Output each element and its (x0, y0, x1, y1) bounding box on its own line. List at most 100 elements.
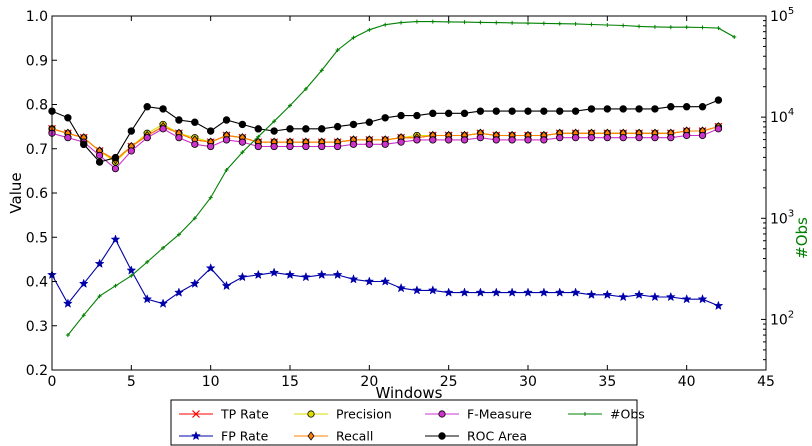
y2-axis-title: #Obs (793, 217, 811, 259)
legend-item-recall: Recall (294, 429, 373, 444)
data-point-f-measure (207, 142, 215, 151)
data-point-obs (65, 333, 70, 338)
data-point-f-measure (333, 142, 342, 151)
data-point-obs (621, 23, 626, 28)
data-point-fp-rate (205, 262, 216, 273)
data-point-roc-area (619, 105, 627, 113)
legend-label: Recall (336, 429, 373, 444)
data-point-obs (462, 20, 467, 25)
data-point-roc-area (508, 107, 516, 115)
x-tick-label: 10 (202, 374, 220, 390)
data-point-f-measure (175, 134, 183, 142)
data-point-f-measure (286, 142, 294, 151)
data-point-obs (573, 21, 578, 26)
data-point-f-measure (64, 134, 72, 142)
x-tick-label: 15 (281, 374, 299, 390)
data-point-fp-rate (665, 291, 676, 302)
data-point-fp-rate (507, 287, 518, 297)
data-point-roc-area (444, 109, 453, 118)
legend-label: FP Rate (221, 429, 269, 444)
legend: TP Rate FP Rate Precision Recall F-Measure RO… (170, 399, 645, 446)
data-point-f-measure (429, 136, 437, 144)
data-point-roc-area (318, 125, 326, 133)
data-point-roc-area (667, 103, 675, 111)
data-point-obs (526, 21, 530, 26)
data-point-fp-rate (538, 287, 549, 297)
data-point-fp-rate (650, 291, 660, 302)
data-point-fp-rate (491, 287, 502, 297)
legend-marker (438, 410, 446, 418)
y2-tick-label: 102 (770, 309, 794, 328)
legend-label: F-Measure (467, 407, 532, 422)
y2-tick-label: 103 (770, 208, 794, 227)
data-point-fp-rate (396, 282, 406, 293)
data-point-roc-area (80, 140, 88, 149)
data-point-roc-area (143, 103, 151, 111)
data-point-roc-area (556, 107, 564, 115)
x-tick-label: 5 (127, 374, 136, 390)
data-point-roc-area (64, 114, 72, 122)
data-point-obs (97, 294, 102, 299)
data-point-obs (700, 25, 705, 30)
data-point-fp-rate (713, 300, 724, 311)
data-point-obs (192, 216, 197, 221)
x-tick-label: 30 (519, 374, 537, 390)
x-tick-label: 0 (48, 374, 57, 390)
legend-item-tp-rate: TP Rate (179, 407, 269, 422)
data-point-roc-area (524, 107, 532, 115)
y2-tick-label: 105 (770, 6, 794, 25)
data-point-obs (605, 22, 610, 27)
data-point-obs (732, 34, 737, 39)
data-point-roc-area (254, 125, 262, 133)
y-tick-label: 0.3 (26, 319, 48, 335)
data-point-roc-area (333, 122, 342, 131)
legend-label: TP Rate (220, 407, 269, 422)
data-point-obs (303, 86, 308, 91)
legend-items: TP Rate FP Rate Precision Recall F-Measure RO… (179, 407, 645, 444)
data-point-f-measure (127, 147, 135, 155)
data-point-roc-area (714, 96, 723, 104)
data-point-obs (272, 119, 277, 124)
data-point-fp-rate (380, 276, 391, 286)
data-point-obs (541, 21, 546, 26)
data-point-fp-rate (427, 285, 438, 295)
data-point-obs (668, 25, 673, 30)
data-point-fp-rate (269, 267, 280, 277)
data-point-f-measure (254, 142, 262, 151)
data-point-roc-area (381, 114, 389, 122)
data-point-roc-area (460, 109, 469, 118)
data-point-fp-rate (618, 291, 629, 302)
data-point-fp-rate (237, 271, 248, 282)
plot-frame (51, 15, 767, 371)
legend-marker (191, 430, 201, 441)
series-layer (47, 19, 737, 338)
data-point-f-measure (667, 134, 675, 142)
data-point-fp-rate (586, 289, 597, 299)
legend-marker (307, 410, 315, 418)
data-point-roc-area (270, 127, 278, 135)
data-point-obs (240, 150, 245, 155)
legend-item-obs: #Obs (568, 407, 645, 422)
data-point-f-measure (524, 136, 532, 144)
data-point-obs (335, 48, 340, 53)
data-point-fp-rate (570, 287, 581, 297)
data-point-fp-rate (142, 293, 153, 304)
data-point-f-measure (143, 134, 151, 142)
data-point-f-measure (619, 134, 627, 142)
axes-layer: 0 5 10 15 20 25 30 35 40 45 0.2 0.3 0.4 0.5 0.6 0.7 0.8 0… (26, 6, 794, 390)
data-point-obs (176, 232, 181, 237)
data-point-fp-rate (602, 289, 613, 299)
data-point-roc-area (635, 105, 643, 113)
data-point-obs (81, 313, 86, 318)
data-point-obs (430, 19, 435, 24)
legend-item-precision: Precision (294, 407, 392, 422)
y-tick-label: 0.5 (26, 230, 48, 246)
data-point-obs (652, 24, 657, 29)
data-point-f-measure (540, 136, 548, 144)
data-point-f-measure (238, 138, 246, 146)
data-point-f-measure (603, 134, 611, 142)
data-point-fp-rate (554, 287, 565, 297)
legend-item-roc-area: ROC Area (425, 429, 527, 444)
data-point-f-measure (413, 136, 421, 144)
y-tick-label: 0.7 (26, 142, 48, 158)
